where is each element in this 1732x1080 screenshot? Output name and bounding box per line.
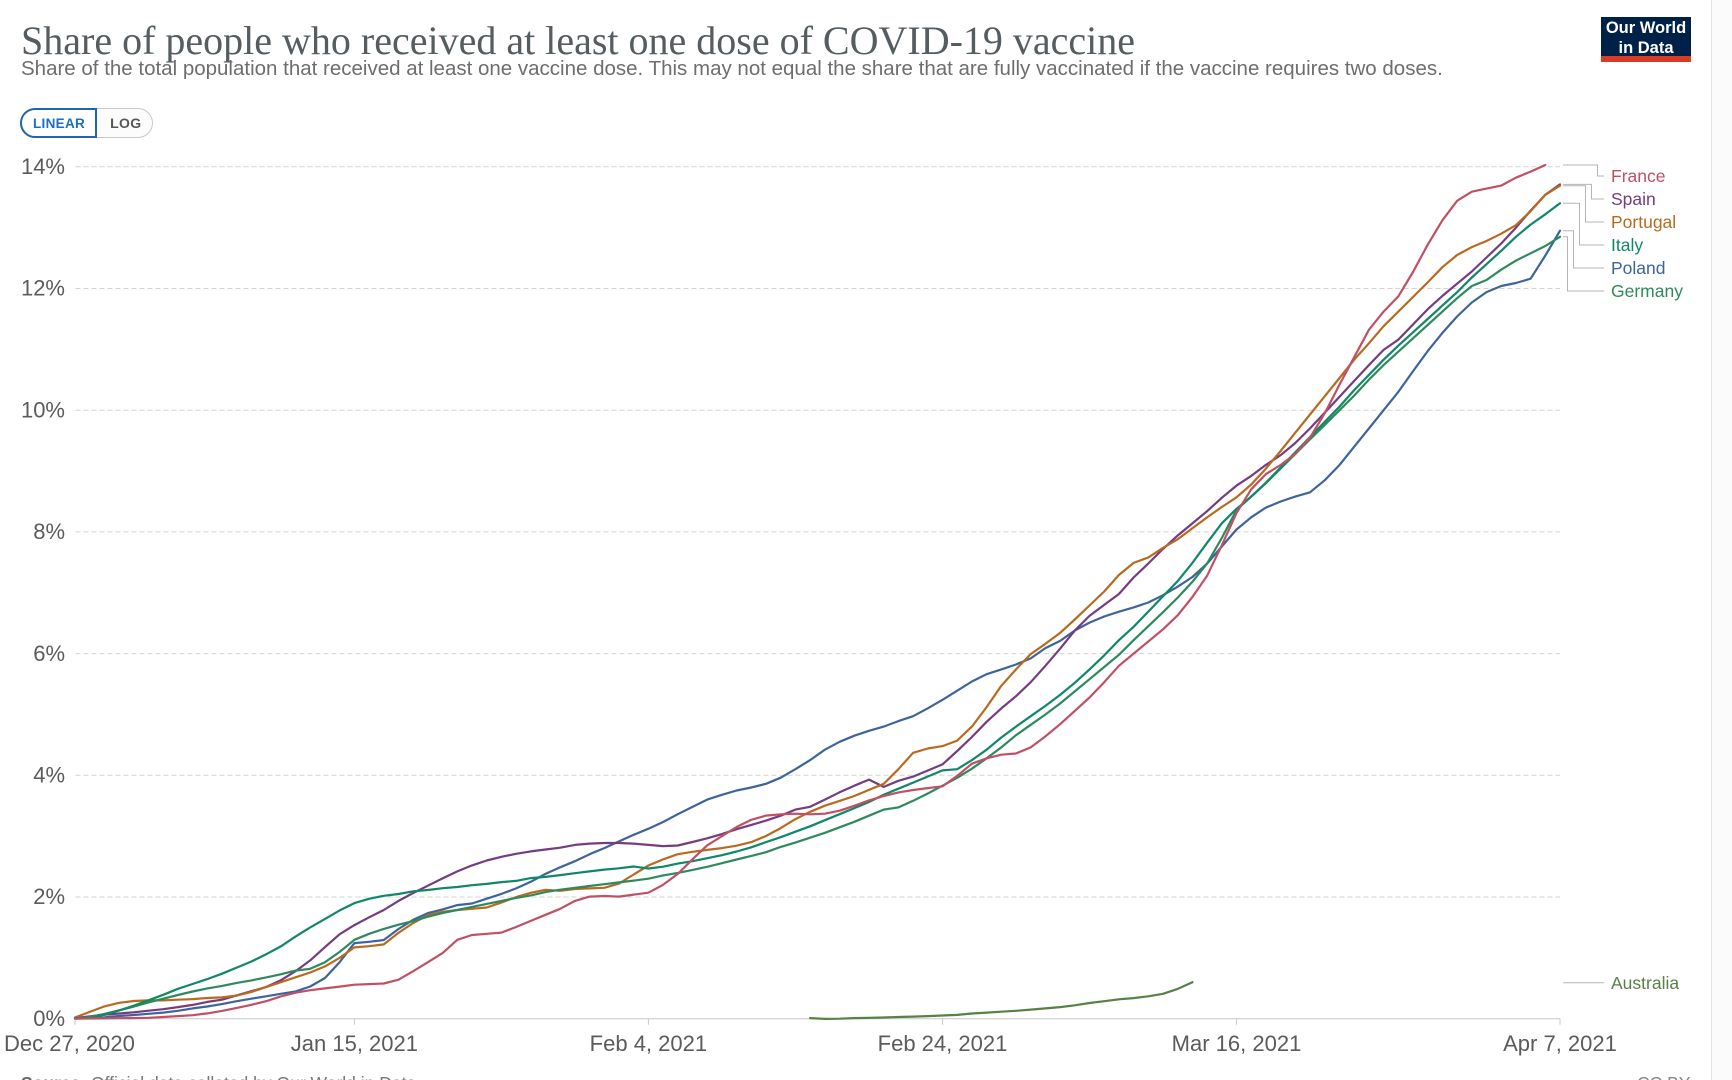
svg-text:10%: 10%: [21, 397, 65, 422]
svg-text:4%: 4%: [33, 763, 65, 788]
svg-text:14%: 14%: [21, 154, 65, 179]
svg-text:Apr 7, 2021: Apr 7, 2021: [1503, 1031, 1617, 1056]
svg-text:6%: 6%: [33, 641, 65, 666]
svg-text:France: France: [1611, 166, 1665, 186]
svg-text:Mar 16, 2021: Mar 16, 2021: [1172, 1031, 1302, 1056]
svg-text:12%: 12%: [21, 276, 65, 301]
svg-text:Feb 4, 2021: Feb 4, 2021: [590, 1031, 707, 1056]
svg-text:Poland: Poland: [1611, 258, 1666, 278]
svg-text:Spain: Spain: [1611, 189, 1656, 209]
svg-text:Feb 24, 2021: Feb 24, 2021: [878, 1031, 1008, 1056]
svg-text:0%: 0%: [33, 1006, 65, 1031]
svg-text:Australia: Australia: [1611, 973, 1679, 993]
svg-text:Dec 27, 2020: Dec 27, 2020: [4, 1031, 135, 1056]
svg-text:Italy: Italy: [1611, 235, 1643, 255]
svg-text:Portugal: Portugal: [1611, 212, 1676, 232]
svg-text:Germany: Germany: [1611, 281, 1683, 301]
svg-text:Jan 15, 2021: Jan 15, 2021: [291, 1031, 418, 1056]
svg-text:2%: 2%: [33, 884, 65, 909]
svg-text:8%: 8%: [33, 519, 65, 544]
